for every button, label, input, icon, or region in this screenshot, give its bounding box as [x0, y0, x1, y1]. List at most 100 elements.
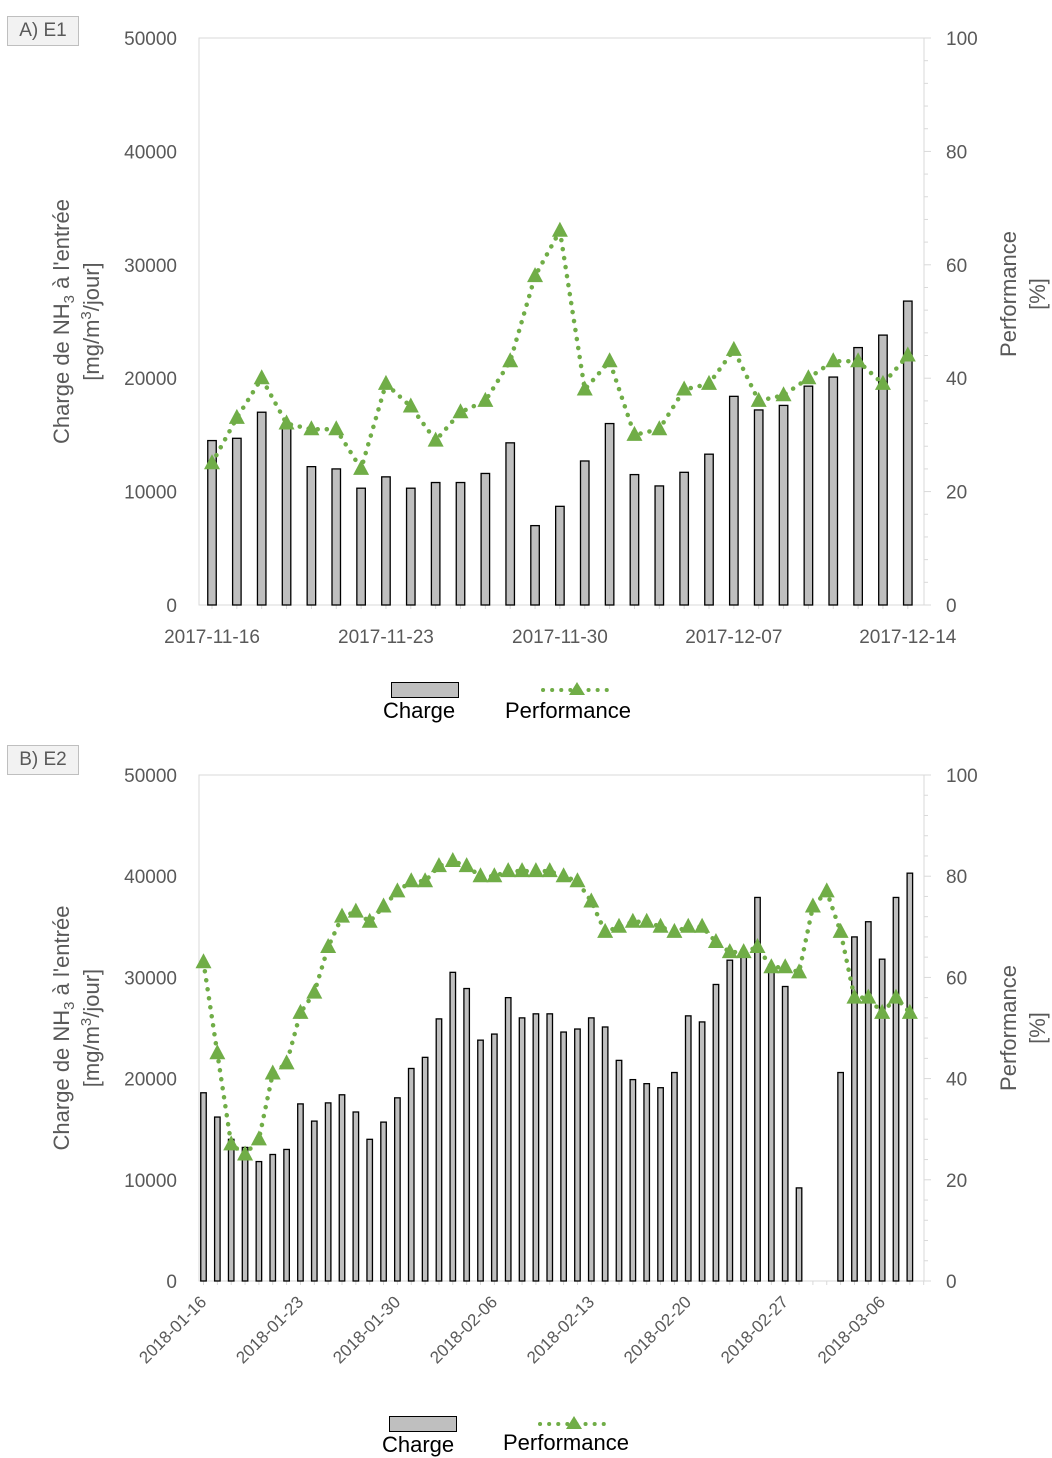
- point-performance: [486, 867, 503, 883]
- point-performance: [901, 1003, 918, 1019]
- bar-charge: [851, 936, 858, 1282]
- legend-performance-marker: [538, 1416, 610, 1429]
- y-tick-label: 20000: [124, 1070, 177, 1091]
- bar-charge: [560, 1031, 567, 1282]
- bar-charge: [405, 487, 416, 606]
- point-performance: [306, 983, 323, 999]
- chart-panel-a: 0 10000 20000 30000 40000 50000 0 20 40 60 80 100 20…: [7, 16, 1050, 723]
- bar-charge: [430, 481, 441, 606]
- point-performance: [527, 267, 544, 283]
- bar-charge: [629, 473, 640, 606]
- point-performance: [832, 922, 849, 938]
- bar-charge: [587, 1017, 595, 1282]
- point-performance: [735, 943, 752, 959]
- point-performance: [555, 867, 572, 883]
- point-performance: [377, 374, 394, 390]
- bar-charge: [828, 376, 839, 606]
- bar-charge: [853, 346, 863, 606]
- x-tick-label: 2017-12-07: [685, 627, 782, 648]
- y2-axis-title-line1: Performance: [996, 965, 1021, 1091]
- point-performance: [652, 917, 669, 933]
- x-tick-label: 2018-01-16: [135, 1292, 210, 1367]
- y-axis-title-line2: [mg/m3/jour]: [78, 969, 104, 1087]
- bar-charge: [255, 1160, 263, 1282]
- bar-charge: [574, 1028, 581, 1282]
- x-tick-label: 2018-01-30: [329, 1292, 404, 1367]
- point-performance: [551, 221, 568, 237]
- bar-charge: [310, 1120, 318, 1282]
- point-performance: [253, 369, 270, 385]
- point-performance: [209, 1044, 226, 1060]
- bar-charge: [449, 971, 457, 1282]
- bar-charge: [281, 426, 292, 606]
- line-performance: [201, 858, 913, 1158]
- bar-charge: [795, 1187, 803, 1282]
- point-performance: [680, 917, 697, 933]
- bar-charge: [629, 1078, 637, 1282]
- bar-charge: [781, 985, 789, 1282]
- bar-charge: [892, 896, 900, 1282]
- point-performance: [541, 862, 558, 878]
- bar-charge: [684, 1015, 692, 1282]
- point-performance: [278, 1054, 295, 1070]
- point-performance: [195, 953, 212, 969]
- point-performance: [676, 380, 693, 396]
- bar-charge: [480, 472, 491, 606]
- y2-tick-label: 100: [946, 29, 978, 50]
- bar-charge: [906, 872, 914, 1282]
- point-performance: [777, 958, 794, 974]
- bar-charge: [455, 481, 466, 606]
- bar-charge: [356, 487, 367, 606]
- y2-tick-label: 60: [946, 968, 967, 989]
- bar-charge: [767, 969, 775, 1282]
- bar-charge: [698, 1021, 706, 1282]
- bar-charge: [654, 485, 665, 606]
- bar-charge: [753, 409, 764, 606]
- bar-charge: [532, 1013, 540, 1282]
- bar-charge: [477, 1039, 484, 1282]
- bar-charge: [352, 1111, 360, 1282]
- bar-charge: [306, 466, 317, 606]
- y-tick-label: 0: [166, 596, 177, 617]
- bar-charge: [679, 471, 690, 606]
- point-performance: [228, 408, 245, 424]
- point-performance: [402, 397, 419, 413]
- bar-charge: [726, 959, 734, 1282]
- bar-charge: [878, 958, 886, 1282]
- point-performance: [576, 380, 593, 396]
- point-performance: [527, 862, 544, 878]
- bar-charge: [269, 1153, 277, 1282]
- point-performance: [846, 988, 863, 1004]
- point-performance: [403, 872, 420, 888]
- bar-charge: [837, 1071, 844, 1282]
- point-performance: [651, 420, 668, 436]
- point-performance: [750, 391, 767, 407]
- point-performance: [850, 352, 867, 368]
- point-performance: [430, 857, 447, 873]
- point-performance: [264, 1064, 281, 1080]
- point-performance: [375, 897, 392, 913]
- point-performance: [800, 369, 817, 385]
- y-axis-title-line2: [mg/m3/jour]: [78, 262, 104, 380]
- bar-charge: [530, 524, 540, 606]
- legend-charge-swatch: [389, 1416, 457, 1432]
- y2-tick-label: 0: [946, 1272, 957, 1293]
- y-tick-label: 20000: [124, 369, 177, 390]
- x-tick-label: 2018-03-06: [814, 1292, 889, 1367]
- point-performance: [626, 425, 643, 441]
- point-performance: [638, 912, 655, 928]
- y2-tick-label: 20: [946, 1171, 967, 1192]
- y2-tick-label: 80: [946, 142, 967, 163]
- bar-charge: [200, 1092, 207, 1282]
- point-performance: [721, 943, 738, 959]
- x-tick-label: 2018-02-20: [620, 1292, 695, 1367]
- point-performance: [763, 958, 780, 974]
- y-tick-label: 10000: [124, 1171, 177, 1192]
- y2-tick-label: 60: [946, 256, 967, 277]
- bar-charge: [207, 439, 217, 606]
- bar-charge: [393, 1097, 401, 1282]
- point-performance: [452, 403, 469, 419]
- point-performance: [292, 1003, 309, 1019]
- point-performance: [444, 852, 461, 868]
- bar-charge: [241, 1146, 249, 1282]
